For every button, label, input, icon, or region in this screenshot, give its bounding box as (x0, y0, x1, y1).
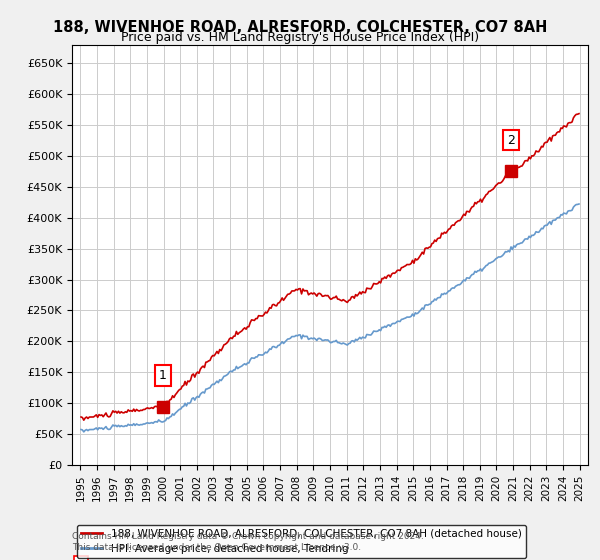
Text: 188, WIVENHOE ROAD, ALRESFORD, COLCHESTER, CO7 8AH: 188, WIVENHOE ROAD, ALRESFORD, COLCHESTE… (53, 20, 547, 35)
Text: £94,000: £94,000 (268, 559, 316, 560)
Text: 1: 1 (159, 369, 167, 382)
Text: 1: 1 (77, 559, 85, 560)
Text: 2: 2 (507, 134, 515, 147)
Text: Price paid vs. HM Land Registry's House Price Index (HPI): Price paid vs. HM Land Registry's House … (121, 31, 479, 44)
Text: Contains HM Land Registry data © Crown copyright and database right 2024.
This d: Contains HM Land Registry data © Crown c… (72, 532, 424, 552)
Legend: 188, WIVENHOE ROAD, ALRESFORD, COLCHESTER, CO7 8AH (detached house), HPI: Averag: 188, WIVENHOE ROAD, ALRESFORD, COLCHESTE… (77, 525, 526, 558)
Text: 06-DEC-1999: 06-DEC-1999 (124, 559, 202, 560)
Text: 1% ↑ HPI: 1% ↑ HPI (382, 559, 437, 560)
